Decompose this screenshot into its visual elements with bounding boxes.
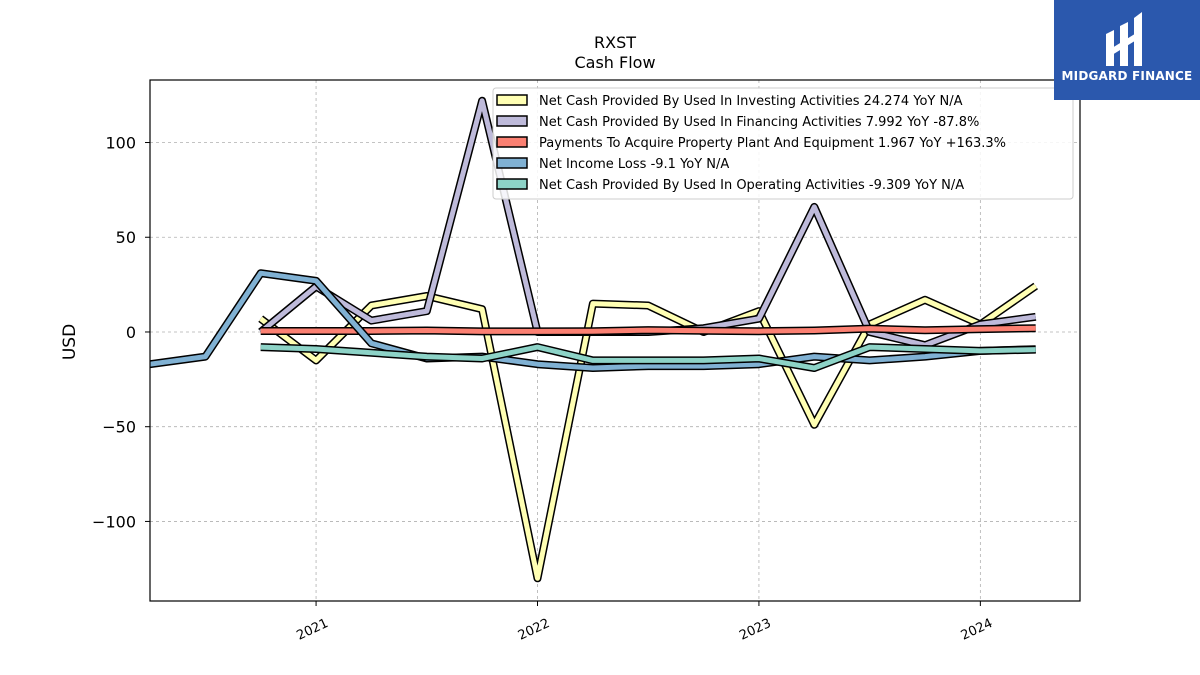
legend-label: Net Cash Provided By Used In Financing A… — [539, 115, 979, 130]
x-tick-label: 2023 — [737, 616, 773, 644]
chart-title: RXST — [594, 33, 636, 52]
x-tick-label: 2024 — [959, 616, 995, 644]
data-point — [925, 349, 926, 350]
legend-label: Payments To Acquire Property Plant And E… — [539, 136, 1006, 151]
data-point — [648, 305, 649, 306]
data-point — [482, 100, 483, 101]
data-point — [869, 328, 870, 329]
data-point — [537, 331, 538, 332]
data-point — [869, 347, 870, 348]
series-line — [260, 325, 1036, 334]
x-tick-label: 2022 — [516, 616, 552, 644]
data-point — [260, 318, 261, 319]
series-line — [149, 270, 1036, 371]
data-point — [371, 305, 372, 306]
data-point — [482, 358, 483, 359]
data-point — [482, 309, 483, 310]
legend-swatch — [496, 94, 528, 106]
data-point — [537, 347, 538, 348]
data-point — [925, 330, 926, 331]
data-point — [537, 364, 538, 365]
data-point — [869, 360, 870, 361]
data-point — [592, 331, 593, 332]
data-point — [814, 368, 815, 369]
data-point — [371, 352, 372, 353]
midgard-logo-icon — [1106, 12, 1142, 66]
data-point — [758, 364, 759, 365]
y-tick-label: −100 — [92, 512, 136, 531]
data-point — [316, 280, 317, 281]
data-point — [1035, 349, 1036, 350]
series-line — [260, 344, 1036, 371]
data-point — [482, 331, 483, 332]
data-point — [814, 424, 815, 425]
data-point — [260, 331, 261, 332]
plot-frame — [149, 79, 1081, 602]
data-point — [1035, 286, 1036, 287]
data-point — [1035, 328, 1036, 329]
data-point — [980, 350, 981, 351]
legend-swatch — [496, 157, 528, 169]
data-point — [925, 299, 926, 300]
legend-swatch — [496, 136, 528, 148]
data-point — [758, 358, 759, 359]
data-point — [703, 330, 704, 331]
data-point — [1035, 316, 1036, 317]
series-2 — [260, 324, 1036, 336]
data-point — [371, 320, 372, 321]
legend-swatch — [496, 178, 528, 190]
data-point — [592, 368, 593, 369]
data-point — [205, 356, 206, 357]
series-lines — [149, 96, 1038, 583]
data-point — [316, 360, 317, 361]
data-point — [316, 331, 317, 332]
data-point — [648, 366, 649, 367]
data-point — [426, 330, 427, 331]
data-point — [592, 303, 593, 304]
legend-box — [492, 87, 1074, 200]
data-point — [371, 331, 372, 332]
series-0 — [258, 282, 1038, 583]
data-point — [426, 356, 427, 357]
data-point — [758, 331, 759, 332]
series-3 — [149, 269, 1036, 372]
logo-text: MIDGARD FINANCE — [1061, 69, 1193, 83]
data-point — [426, 311, 427, 312]
x-tick-label: 2021 — [294, 616, 330, 644]
midgard-finance-logo: MIDGARD FINANCE — [1054, 0, 1200, 100]
y-tick-label: 100 — [105, 134, 136, 153]
data-point — [980, 324, 981, 325]
data-point — [260, 347, 261, 348]
data-point — [316, 349, 317, 350]
data-point — [703, 360, 704, 361]
data-point — [814, 330, 815, 331]
data-point — [260, 273, 261, 274]
series-4 — [260, 343, 1036, 372]
data-point — [648, 360, 649, 361]
data-point — [814, 356, 815, 357]
data-point — [648, 330, 649, 331]
data-point — [592, 360, 593, 361]
y-axis-label: USD — [60, 324, 80, 360]
legend-label: Net Income Loss -9.1 YoY N/A — [539, 157, 729, 172]
series-line — [259, 283, 1038, 581]
data-point — [814, 206, 815, 207]
legend-swatch — [496, 115, 528, 127]
legend-label: Net Cash Provided By Used In Investing A… — [539, 94, 963, 109]
y-tick-label: −50 — [102, 418, 136, 437]
legend-label: Net Cash Provided By Used In Operating A… — [539, 178, 964, 193]
data-point — [371, 343, 372, 344]
data-point — [703, 366, 704, 367]
data-point — [925, 356, 926, 357]
chart-subtitle: Cash Flow — [574, 53, 655, 72]
legend: Net Cash Provided By Used In Investing A… — [492, 87, 1074, 200]
y-tick-label: 50 — [116, 228, 136, 247]
data-point — [758, 318, 759, 319]
y-tick-label: 0 — [126, 323, 136, 342]
data-point — [537, 578, 538, 579]
data-point — [980, 329, 981, 330]
